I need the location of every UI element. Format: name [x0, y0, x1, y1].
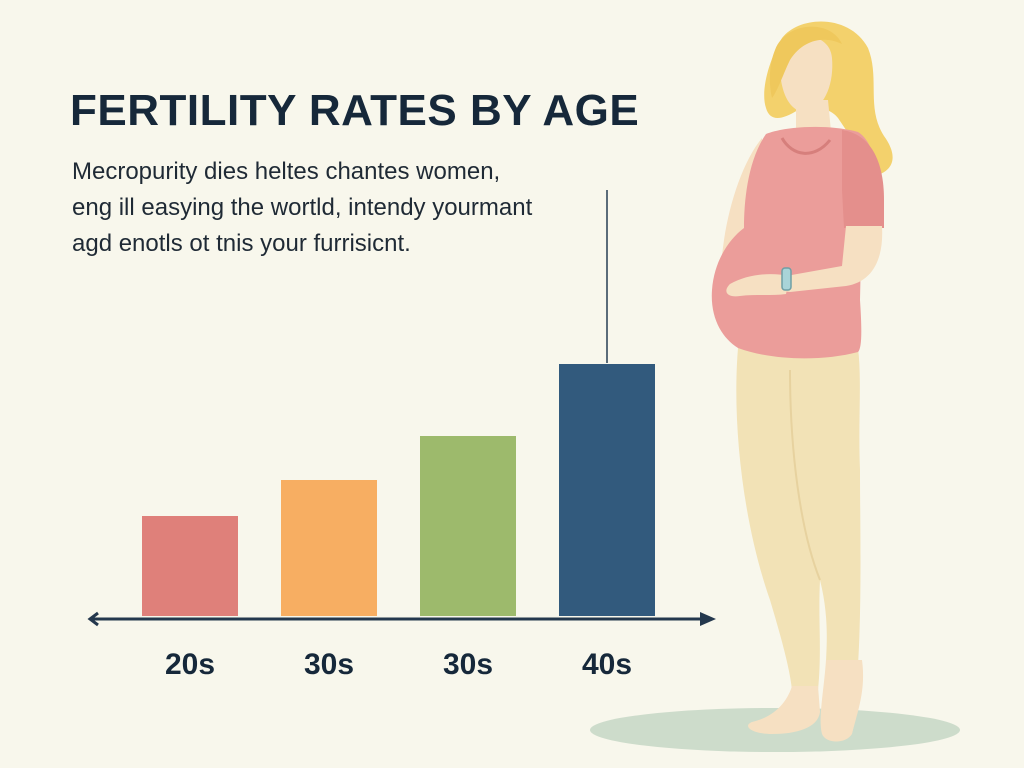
bar-4 [559, 364, 655, 616]
x-tick-label-3: 30s [443, 648, 493, 681]
hair-front [769, 26, 842, 98]
leg-crease [789, 369, 821, 581]
watch-icon [781, 267, 792, 291]
x-tick-label-4: 40s [582, 648, 632, 681]
x-tick-label-1: 20s [165, 648, 215, 681]
neckline [780, 137, 832, 155]
sleeve [842, 130, 884, 228]
front-arm [779, 226, 883, 292]
back-foot [748, 686, 820, 734]
x-axis-arrow-icon [700, 612, 716, 626]
bars-group [142, 364, 655, 616]
description-line-1: Mecropurity dies heltes chantes women, [72, 158, 501, 185]
front-foot [820, 660, 864, 742]
chart-description: Mecropurity dies heltes chantes women, e… [72, 154, 632, 262]
description-line-2: eng ill easying the wortld, intendy your… [72, 194, 533, 221]
chart-title: FERTILITY RATES BY AGE [70, 86, 640, 135]
hand [726, 274, 790, 297]
x-axis-tail-icon [87, 611, 99, 627]
description-line-3: agd enotls ot tnis your furrisicnt. [72, 230, 411, 257]
legs [736, 348, 861, 690]
tick-labels-group: 20s 30s 30s 40s [165, 648, 632, 681]
bar-2 [281, 480, 377, 616]
shirt [711, 126, 882, 359]
bar-3 [420, 436, 516, 616]
bar-1 [142, 516, 238, 616]
x-tick-label-2: 30s [304, 648, 354, 681]
